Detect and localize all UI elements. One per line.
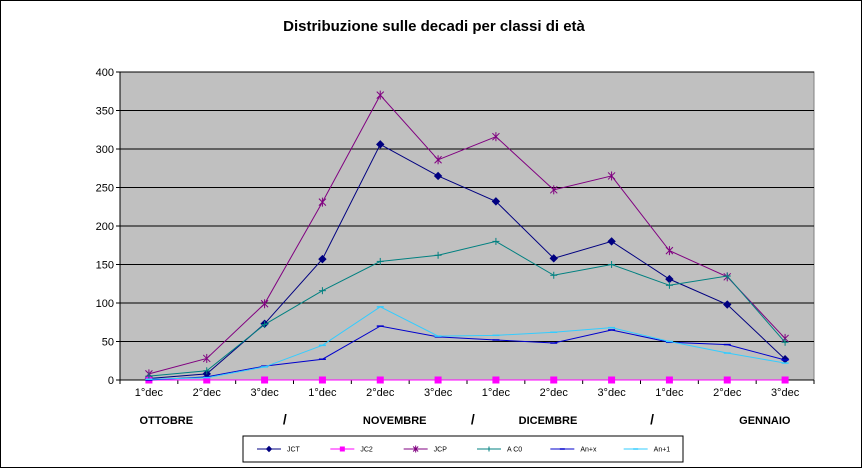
data-point	[434, 155, 442, 165]
legend-label: An+x	[580, 447, 597, 454]
legend-item: JCT	[257, 445, 301, 454]
chart-title: Distribuzione sulle decadi per classi di…	[283, 18, 585, 35]
legend-item: An+1	[623, 447, 671, 454]
legend-item: JC2	[330, 446, 373, 454]
y-tick-label: 200	[96, 221, 114, 233]
data-point	[203, 376, 211, 384]
axis-labels: 0 50 100 150 200 250 300 350 400 1°dec 2°dec 3°dec 1…	[96, 67, 800, 427]
y-tick-label: 0	[108, 375, 114, 387]
data-point	[376, 140, 385, 149]
data-point	[486, 446, 492, 452]
legend-label: JCP	[434, 447, 448, 454]
data-point	[665, 281, 673, 289]
data-point	[723, 272, 731, 280]
x-tick-label: 2°dec	[713, 387, 742, 399]
x-tick-label: 2°dec	[540, 387, 569, 399]
data-point	[376, 376, 384, 384]
data-point	[412, 445, 419, 453]
data-point	[491, 197, 501, 206]
data-point	[339, 446, 345, 452]
data-point	[492, 376, 500, 384]
legend-label: A C0	[507, 447, 522, 454]
legend-item: A C0	[477, 446, 522, 454]
gridlines	[120, 71, 814, 342]
data-point	[549, 185, 558, 195]
data-point	[550, 271, 558, 279]
data-point	[434, 376, 442, 384]
data-point	[434, 251, 442, 259]
group-label: OTTOBRE	[139, 415, 193, 427]
data-point	[318, 197, 327, 207]
group-separator: /	[471, 411, 475, 427]
data-point	[723, 300, 732, 309]
x-tick-label: 3°dec	[250, 387, 279, 399]
y-tick-label: 250	[96, 183, 114, 195]
data-point	[492, 237, 500, 245]
data-point	[665, 246, 674, 256]
series-line	[148, 325, 786, 381]
data-point	[665, 376, 673, 384]
data-point	[260, 299, 269, 309]
x-tick-label: 3°dec	[597, 387, 626, 399]
x-tick-label: 2°dec	[193, 387, 222, 399]
group-label: GENNAIO	[739, 415, 791, 427]
legend-label: JCT	[287, 447, 301, 454]
y-tick-label: 150	[96, 260, 114, 272]
x-tick-label: 3°dec	[771, 387, 800, 399]
legend-item: JCP	[403, 445, 448, 454]
data-point	[781, 338, 789, 346]
series-an-1	[145, 306, 789, 380]
data-point	[433, 171, 443, 181]
series-an-x	[145, 325, 789, 381]
data-point	[202, 353, 211, 363]
group-label: NOVEMBRE	[363, 415, 427, 427]
y-tick-label: 300	[96, 144, 114, 156]
x-tick-label: 2°dec	[366, 387, 395, 399]
y-tick-label: 350	[96, 106, 114, 118]
x-tick-label: 1°dec	[308, 387, 337, 399]
data-point	[376, 257, 384, 265]
legend-label: An+1	[654, 447, 671, 454]
series-line	[148, 240, 786, 377]
y-tick-label: 50	[102, 337, 114, 349]
x-tick-label: 1°dec	[482, 387, 511, 399]
data-point	[607, 171, 616, 181]
group-separator: /	[283, 411, 287, 427]
legend: JCT JC2 JCP A C0 An+x An+1	[242, 435, 684, 463]
data-point	[781, 376, 789, 384]
data-point	[318, 254, 327, 264]
x-tick-label: 1°dec	[655, 387, 684, 399]
data-point	[608, 376, 616, 384]
legend-box	[242, 435, 684, 463]
data-point	[261, 321, 269, 329]
data-point	[261, 376, 269, 384]
data-point	[607, 237, 616, 246]
y-tick-label: 100	[96, 298, 114, 310]
data-point	[549, 254, 558, 263]
group-separator: /	[650, 411, 654, 427]
series-jc2	[145, 376, 789, 384]
legend-item: An+x	[550, 447, 597, 454]
data-point	[550, 376, 558, 384]
series	[144, 90, 790, 384]
data-point	[608, 261, 616, 268]
x-tick-label: 1°dec	[135, 387, 164, 399]
data-point	[318, 287, 326, 295]
group-label: DICEMBRE	[519, 415, 578, 427]
x-tick-label: 3°dec	[424, 387, 453, 399]
legend-label: JC2	[360, 447, 373, 454]
data-point	[492, 132, 500, 142]
data-point	[376, 90, 385, 100]
series-line	[148, 306, 786, 380]
data-point	[318, 376, 326, 384]
data-point	[203, 367, 211, 375]
series-a-c0	[145, 237, 789, 380]
y-tick-label: 400	[96, 67, 114, 79]
data-point	[265, 445, 273, 453]
data-point	[723, 376, 731, 384]
series-line	[148, 94, 786, 375]
